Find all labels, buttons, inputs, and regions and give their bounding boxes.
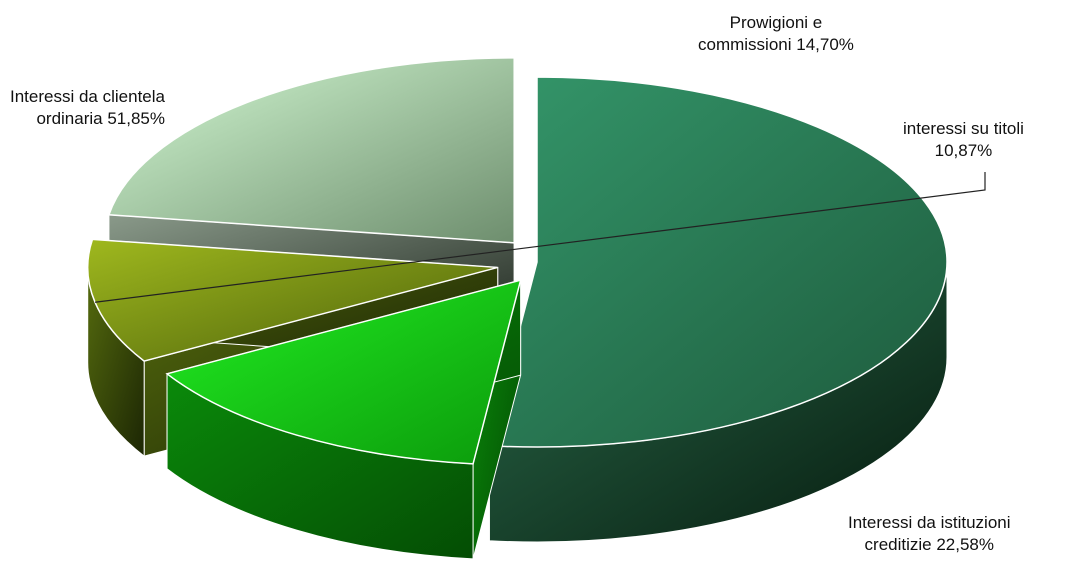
pie-slice-3-top — [107, 57, 515, 244]
pie-slice-1-top — [165, 279, 522, 465]
label-interessi-clientela: Interessi da clientela ordinaria 51,85% — [10, 87, 165, 128]
label-interessi-istituzioni: Interessi da istituzioni creditizie 22,5… — [848, 513, 1011, 554]
label-provvigioni: Prowigioni e commissioni 14,70% — [698, 13, 854, 54]
pie-slice-0 — [488, 76, 948, 543]
leader-line-interessi-titoli — [94, 172, 986, 303]
pie-slice-0-top — [488, 76, 948, 448]
label-interessi-titoli: interessi su titoli 10,87% — [903, 119, 1024, 160]
pie-slice-1 — [165, 279, 522, 560]
